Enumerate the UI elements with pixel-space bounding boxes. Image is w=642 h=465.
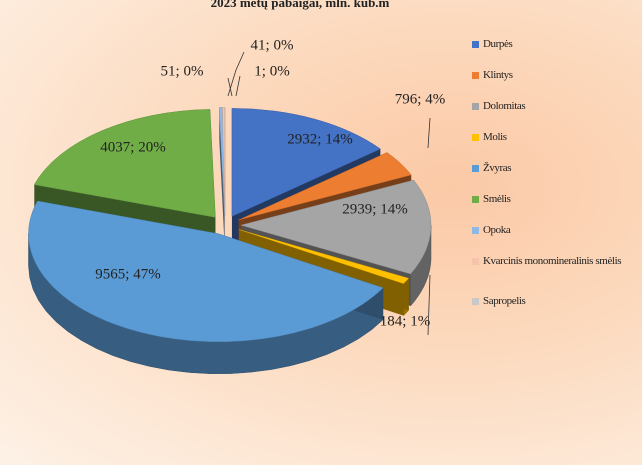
legend-item: Sapropelis [472,295,640,326]
legend-swatch [472,165,479,172]
data-label: 184; 1% [380,313,430,329]
legend-item: Dolomitas [472,100,640,131]
leader-line [227,77,233,97]
legend-swatch [472,258,479,265]
data-label: 1; 0% [254,63,289,79]
legend-label: Klintys [483,69,513,81]
legend-item: Molis [472,131,640,162]
tops [28,107,432,342]
legend-item: Durpės [472,38,640,69]
legend-swatch [472,134,479,141]
data-label: 41; 0% [251,37,294,53]
data-label: 796; 4% [395,91,445,107]
leader-line [427,274,431,336]
legend-label: Durpės [483,38,513,50]
legend-item: Kvarcinis monomineralinis smėlis [472,255,640,295]
slice [238,152,412,221]
legend-item: Žvyras [472,162,640,193]
leader-line [235,75,241,97]
legend-item: Opoka [472,224,640,255]
legend-item: Smėlis [472,193,640,224]
legend: Durpės Klintys Dolomitas Molis Žvyras Smėlis O… [472,38,640,326]
legend-swatch [472,196,479,203]
legend-swatch [472,41,479,48]
chart-title: 2023 metų pabaigai, mln. kub.m [211,0,390,10]
leader-line [427,117,431,149]
slice [238,229,410,284]
legend-swatch [472,227,479,234]
slice [240,179,432,275]
legend-swatch [472,103,479,110]
data-label: 4037; 20% [100,139,165,155]
legend-item: Klintys [472,69,640,100]
legend-label: Dolomitas [483,100,526,112]
data-label: 51; 0% [161,63,204,79]
slice [231,108,381,217]
data-label: 2939; 14% [342,201,407,217]
legend-label: Kvarcinis monomineralinis smėlis [483,255,622,267]
leader-line [227,51,245,97]
legend-label: Sapropelis [483,295,526,307]
slice [33,109,216,218]
legend-label: Smėlis [483,193,511,205]
legend-label: Žvyras [483,162,512,174]
labels: 2932; 14% 796; 4% 2939; 14% 184; 1% 9565; 47… [95,37,445,336]
data-label: 9565; 47% [95,266,160,282]
legend-swatch [472,72,479,79]
data-label: 2932; 14% [287,131,352,147]
legend-swatch [472,298,479,305]
slice-face [219,107,225,248]
slice [28,200,384,342]
legend-label: Molis [483,131,507,143]
legend-label: Opoka [483,224,511,236]
